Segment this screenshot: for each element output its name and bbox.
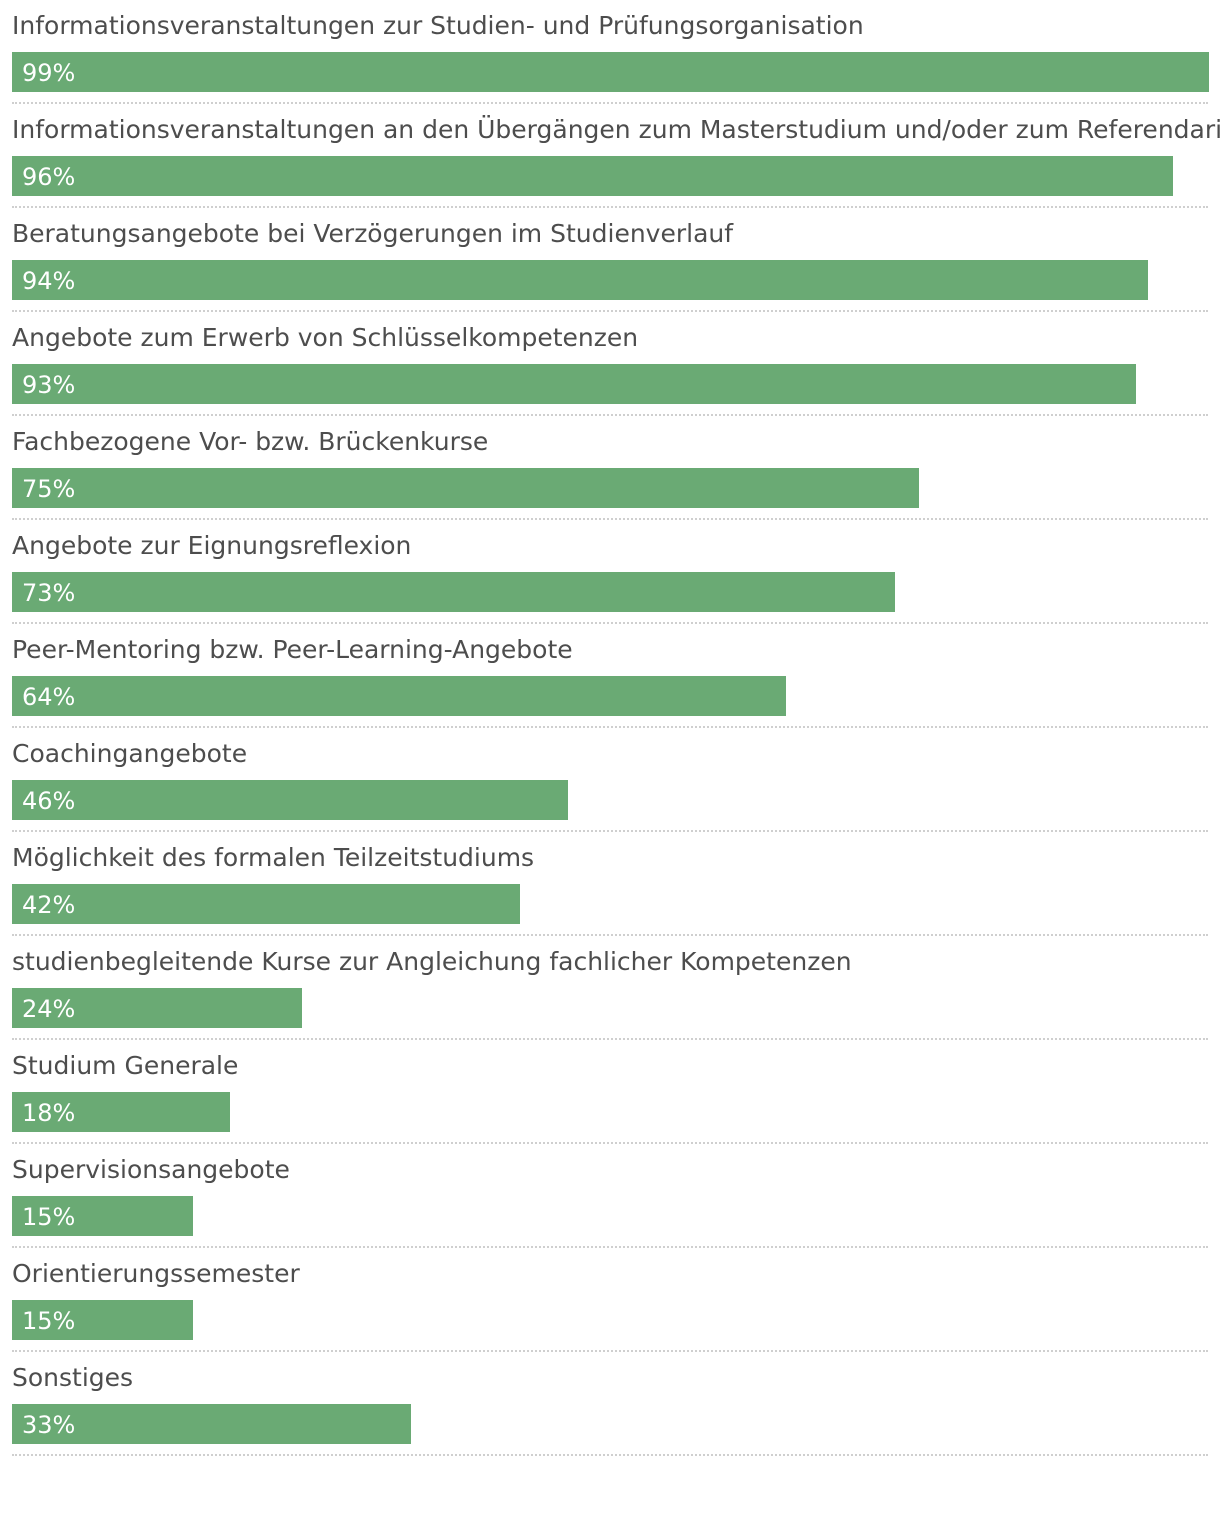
chart-row: Informationsveranstaltungen an den Überg… (12, 104, 1220, 208)
bar (12, 780, 568, 820)
value-label: 15% (22, 1307, 76, 1335)
row-divider (12, 102, 1208, 104)
chart-row: Angebote zur Eignungsreflexion 73% (12, 520, 1208, 624)
bar (12, 1196, 193, 1236)
category-label: Peer-Mentoring bzw. Peer-Learning-Angebo… (12, 635, 573, 664)
row-divider (12, 518, 1208, 520)
row-divider (12, 1142, 1208, 1144)
value-label: 24% (22, 995, 76, 1023)
row-divider (12, 1350, 1208, 1352)
bar (12, 676, 786, 716)
chart-row: Sonstiges 33% (12, 1352, 1208, 1456)
category-label: studienbegleitende Kurse zur Angleichung… (12, 947, 852, 976)
chart-row: Peer-Mentoring bzw. Peer-Learning-Angebo… (12, 624, 1208, 728)
row-divider (12, 622, 1208, 624)
bar (12, 1092, 230, 1132)
bar (12, 572, 895, 612)
category-label: Angebote zum Erwerb von Schlüsselkompete… (12, 323, 639, 352)
category-label: Informationsveranstaltungen an den Überg… (12, 115, 1220, 144)
value-label: 42% (22, 891, 76, 919)
bar (12, 364, 1136, 404)
category-label: Orientierungssemester (12, 1259, 300, 1288)
chart-row: Angebote zum Erwerb von Schlüsselkompete… (12, 312, 1208, 416)
value-label: 93% (22, 371, 76, 399)
chart-row: Coachingangebote 46% (12, 728, 1208, 832)
bar (12, 1300, 193, 1340)
category-label: Supervisionsangebote (12, 1155, 290, 1184)
category-label: Fachbezogene Vor- bzw. Brückenkurse (12, 427, 489, 456)
row-divider (12, 726, 1208, 728)
category-label: Möglichkeit des formalen Teilzeitstudium… (12, 843, 535, 872)
bar (12, 468, 919, 508)
row-divider (12, 934, 1208, 936)
value-label: 33% (22, 1411, 76, 1439)
bar-chart: Informationsveranstaltungen zur Studien-… (12, 0, 1220, 1456)
row-divider (12, 206, 1208, 208)
chart-row: Supervisionsangebote 15% (12, 1144, 1208, 1248)
value-label: 46% (22, 787, 76, 815)
chart-row: Studium Generale 18% (12, 1040, 1208, 1144)
category-label: Informationsveranstaltungen zur Studien-… (12, 11, 864, 40)
chart-row: Möglichkeit des formalen Teilzeitstudium… (12, 832, 1208, 936)
bar (12, 52, 1209, 92)
bar (12, 988, 302, 1028)
chart-row: Beratungsangebote bei Verzögerungen im S… (12, 208, 1208, 312)
category-label: Angebote zur Eignungsreflexion (12, 531, 412, 560)
value-label: 99% (22, 59, 76, 87)
value-label: 18% (22, 1099, 76, 1127)
value-label: 73% (22, 579, 76, 607)
category-label: Coachingangebote (12, 739, 248, 768)
value-label: 64% (22, 683, 76, 711)
row-divider (12, 1454, 1208, 1456)
bar (12, 260, 1148, 300)
row-divider (12, 310, 1208, 312)
value-label: 75% (22, 475, 76, 503)
category-label: Beratungsangebote bei Verzögerungen im S… (12, 219, 734, 248)
value-label: 96% (22, 163, 76, 191)
value-label: 94% (22, 267, 76, 295)
row-divider (12, 830, 1208, 832)
bar (12, 884, 520, 924)
chart-row: studienbegleitende Kurse zur Angleichung… (12, 936, 1208, 1040)
chart-row: Orientierungssemester 15% (12, 1248, 1208, 1352)
chart-row: Informationsveranstaltungen zur Studien-… (12, 0, 1209, 104)
bar (12, 1404, 411, 1444)
category-label: Studium Generale (12, 1051, 239, 1080)
category-label: Sonstiges (12, 1363, 134, 1392)
row-divider (12, 1246, 1208, 1248)
row-divider (12, 1038, 1208, 1040)
chart-row: Fachbezogene Vor- bzw. Brückenkurse 75% (12, 416, 1208, 520)
row-divider (12, 414, 1208, 416)
bar (12, 156, 1173, 196)
value-label: 15% (22, 1203, 76, 1231)
